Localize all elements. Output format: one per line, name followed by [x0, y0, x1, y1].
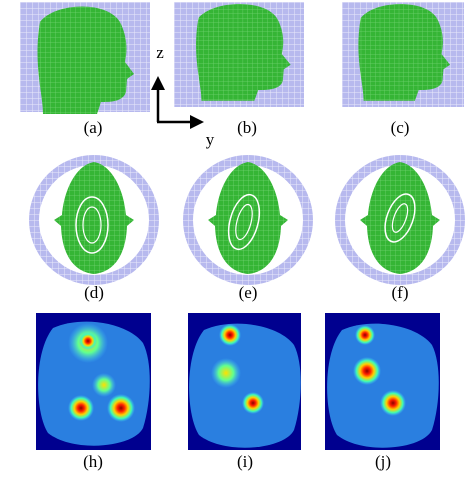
head-model: [358, 4, 450, 101]
head-model: [208, 162, 288, 274]
head-model: [38, 7, 134, 115]
head-map: [327, 324, 439, 448]
activity: [380, 390, 406, 416]
activity: [107, 394, 135, 422]
activity: [211, 358, 241, 388]
activity: [219, 324, 241, 346]
activity: [68, 395, 94, 421]
panel-c: [342, 2, 464, 107]
panel-label: (c): [391, 118, 410, 137]
activity: [92, 373, 116, 397]
panel-h: [36, 313, 151, 450]
panel-label: (f): [392, 283, 409, 302]
activity: [355, 325, 375, 345]
panel-i: [188, 313, 301, 450]
panel-d: [34, 160, 154, 280]
axis-label: y: [206, 130, 215, 149]
panel-label: (h): [83, 452, 103, 471]
head-model: [54, 162, 134, 274]
panel-label: (b): [237, 118, 257, 137]
panel-label: (a): [84, 118, 103, 137]
y-arrowhead: [190, 115, 204, 129]
panel-label: (j): [375, 452, 391, 471]
panel-b: [174, 2, 304, 107]
z-arrowhead: [151, 76, 165, 90]
panel-a: [20, 2, 150, 114]
head-model: [360, 162, 440, 274]
panel-label: (d): [84, 283, 104, 302]
panel-f: [340, 160, 460, 280]
panel-label: (e): [239, 283, 258, 302]
figure: z y (a: [0, 0, 474, 479]
activity: [79, 332, 97, 350]
axis-label: z: [156, 43, 164, 62]
panel-e: [188, 160, 308, 280]
activity: [242, 392, 264, 414]
panel-label: (i): [237, 452, 253, 471]
head-model: [196, 4, 291, 101]
activity: [353, 357, 381, 385]
panel-j: [325, 313, 440, 450]
head-map: [189, 324, 301, 448]
